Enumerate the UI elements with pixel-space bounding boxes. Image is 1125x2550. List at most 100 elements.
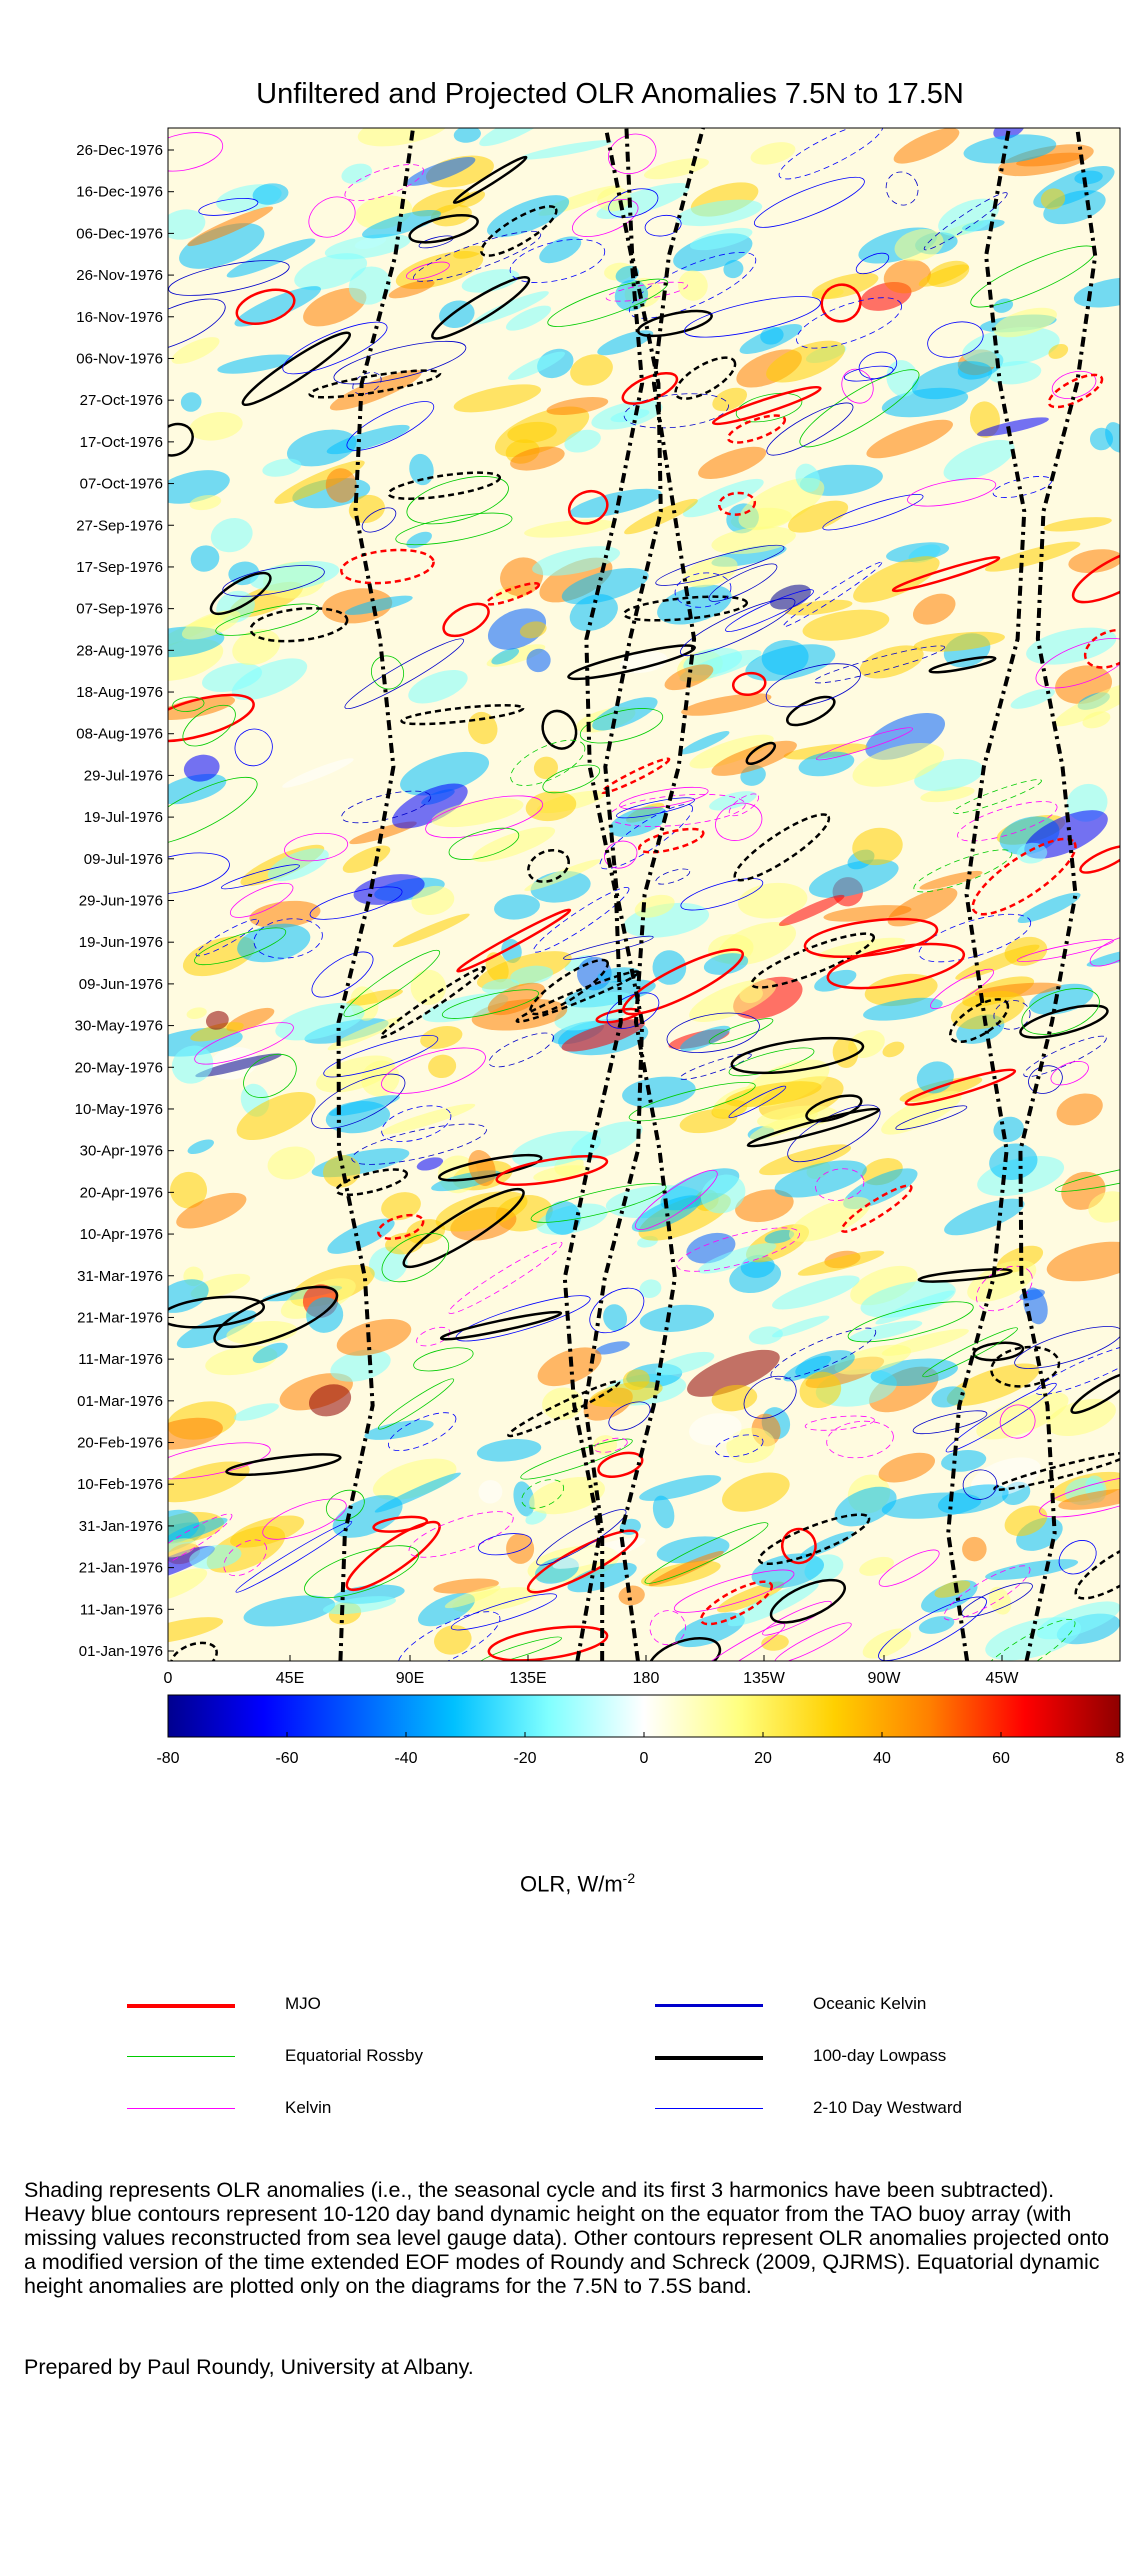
shading-blob xyxy=(410,969,447,1006)
contour-line xyxy=(679,597,796,657)
shading-blob xyxy=(1017,892,1081,924)
shading-blob xyxy=(748,1326,783,1345)
contour-line xyxy=(891,556,1001,593)
contour-line xyxy=(351,1123,487,1165)
contour-line xyxy=(400,704,525,726)
shading-blob xyxy=(593,1435,618,1455)
y-tick-label: 19-Jun-1976 xyxy=(79,934,163,951)
shading-blob xyxy=(913,631,1005,652)
shading-blob xyxy=(795,463,820,493)
shading-blob xyxy=(511,1130,601,1168)
shading-blob xyxy=(799,1531,855,1558)
contour-line xyxy=(733,813,831,882)
caption-text: Shading represents OLR anomalies (i.e., … xyxy=(24,2178,1110,2298)
contour-line xyxy=(572,199,639,238)
y-tick-label: 10-Feb-1976 xyxy=(77,1476,163,1493)
lowpass-contour xyxy=(619,128,705,1661)
shading-blob xyxy=(422,993,509,1023)
contour-line xyxy=(1074,1539,1120,1600)
contour-line xyxy=(674,356,737,400)
contour-line xyxy=(930,968,995,1010)
shading-blob xyxy=(546,396,609,416)
shading-blob xyxy=(412,188,470,217)
contour-line xyxy=(717,491,757,516)
y-tick-label: 16-Dec-1976 xyxy=(76,184,163,201)
contour-line xyxy=(750,932,876,989)
contour-line xyxy=(172,696,205,712)
contour-line xyxy=(623,393,729,429)
shading-blob xyxy=(453,384,541,413)
shading-blob xyxy=(809,859,899,898)
contour-line xyxy=(912,1410,988,1435)
shading-blob xyxy=(324,233,411,260)
contour-line xyxy=(976,1265,1033,1312)
contour-line xyxy=(644,214,682,237)
shading-blob xyxy=(712,387,748,412)
shading-blob xyxy=(453,245,484,259)
shading-blob xyxy=(698,446,767,479)
contour-line xyxy=(728,1047,815,1077)
y-tick-label: 20-Feb-1976 xyxy=(77,1435,163,1452)
contour-line xyxy=(220,864,300,890)
shading-blob xyxy=(308,1384,352,1417)
y-tick-label: 19-Jul-1976 xyxy=(84,809,163,826)
shading-blob xyxy=(784,599,853,616)
shading-blob xyxy=(946,1363,1040,1406)
contour-line xyxy=(168,1295,266,1329)
contour-line xyxy=(622,595,749,622)
shading-blob xyxy=(252,183,289,205)
shading-blob xyxy=(487,982,546,1016)
shading-blob xyxy=(787,500,849,533)
shading-blob xyxy=(967,1260,1037,1302)
contour-line xyxy=(335,1168,409,1196)
shading-blob xyxy=(176,1310,257,1349)
shading-blob xyxy=(912,593,956,625)
colorbar: -80 -60 -40 -20 0 20 40 60 8 xyxy=(156,1694,1125,1767)
legend-label: Equatorial Rossby xyxy=(285,2046,423,2065)
shading-blob xyxy=(639,1475,722,1501)
shading-blob xyxy=(711,740,797,776)
shading-blob xyxy=(217,354,294,374)
contour-line xyxy=(606,992,660,1029)
contour-line xyxy=(431,275,531,340)
contour-line xyxy=(225,1453,342,1477)
shading-blob xyxy=(524,519,615,538)
contour-line xyxy=(840,1184,913,1233)
y-tick-label: 27-Sep-1976 xyxy=(76,517,163,534)
shading-blob xyxy=(723,259,744,279)
y-tick-label: 31-Mar-1976 xyxy=(77,1268,163,1285)
shading-blob xyxy=(344,595,413,615)
lowpass-contour xyxy=(1018,128,1098,1661)
contour-line xyxy=(439,1310,563,1341)
shading-blob xyxy=(863,997,943,1021)
shading-blob xyxy=(703,953,749,975)
shading-blob xyxy=(788,1196,871,1242)
shading-blob xyxy=(408,669,468,704)
shading-blob xyxy=(652,1495,675,1529)
contour-line xyxy=(728,793,760,817)
shading-blob xyxy=(510,965,554,985)
shading-blob xyxy=(860,1280,956,1318)
contour-line xyxy=(541,709,578,750)
contour-line xyxy=(726,414,787,444)
shading-blob xyxy=(985,1559,1079,1580)
contour-line xyxy=(1047,373,1104,409)
contour-line xyxy=(1023,1035,1107,1078)
shading-blob xyxy=(1040,188,1066,210)
shading-blob xyxy=(655,1351,715,1376)
contour-line xyxy=(253,918,323,959)
contour-line xyxy=(673,1569,795,1613)
shading-blob xyxy=(681,693,772,716)
shading-blob xyxy=(894,229,944,262)
shading-blob xyxy=(988,1586,1012,1615)
contour-line xyxy=(708,563,778,602)
shading-blob xyxy=(678,270,708,301)
contour-line xyxy=(1039,1474,1120,1518)
shading-blob xyxy=(963,134,1057,164)
contour-line xyxy=(616,797,695,819)
shading-blob xyxy=(286,429,357,467)
shading-blob xyxy=(739,985,763,1004)
contour-line xyxy=(340,548,435,585)
contour-line xyxy=(676,1227,800,1272)
contour-line xyxy=(408,1511,514,1558)
